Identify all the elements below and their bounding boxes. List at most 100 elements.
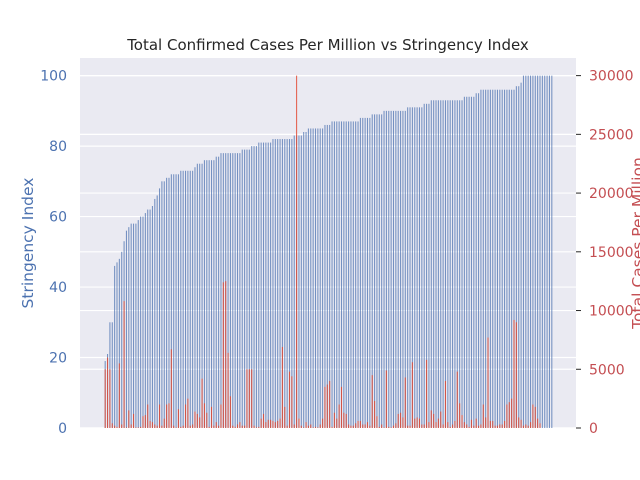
cases-bar-181 [532, 404, 534, 428]
cases-bar-112 [369, 425, 371, 428]
left-tick-label-1: 20 [49, 351, 67, 367]
left-tick-label-5: 100 [40, 69, 67, 85]
stringency-bar-186 [544, 75, 546, 428]
stringency-bars [104, 75, 553, 429]
cases-bar-48 [218, 425, 220, 428]
stringency-bar-174 [515, 86, 517, 428]
stringency-bar-116 [378, 114, 380, 428]
stringency-bar-40 [199, 163, 201, 428]
cases-bar-47 [215, 422, 217, 428]
stringency-bar-130 [411, 107, 413, 428]
cases-bar-97 [333, 412, 335, 428]
cases-bar-151 [461, 415, 463, 428]
stringency-bar-34 [184, 170, 187, 428]
cases-bar-65 [258, 426, 260, 428]
cases-bar-6 [118, 363, 120, 428]
cases-bar-182 [534, 406, 536, 428]
stringency-bar-74 [279, 139, 281, 429]
stringency-bar-90 [317, 128, 319, 428]
cases-bar-116 [378, 426, 380, 428]
stringency-bar-76 [284, 139, 286, 429]
stringency-bar-67 [262, 142, 265, 429]
stringency-bar-167 [499, 89, 501, 428]
stringency-bar-24 [161, 181, 163, 428]
stringency-bar-17 [144, 213, 146, 428]
stringency-bar-104 [350, 121, 352, 428]
cases-bar-93 [324, 386, 326, 428]
cases-bar-67 [262, 413, 265, 428]
stringency-bar-15 [140, 216, 142, 428]
stringency-bar-71 [272, 139, 274, 429]
cases-bar-80 [293, 424, 295, 428]
stringency-bar-142 [440, 100, 442, 429]
stringency-bar-155 [470, 96, 473, 428]
cases-bar-56 [236, 424, 239, 428]
stringency-bar-35 [187, 170, 189, 428]
cases-bar-149 [456, 371, 458, 428]
stringency-bar-171 [508, 89, 510, 428]
cases-bar-29 [173, 425, 175, 428]
stringency-bar-63 [253, 146, 255, 428]
cases-bar-132 [416, 417, 418, 428]
cases-bar-23 [159, 404, 161, 428]
cases-bar-20 [151, 422, 153, 428]
cases-bar-27 [168, 403, 170, 428]
stringency-bar-70 [270, 142, 272, 429]
cases-bar-168 [501, 424, 503, 428]
stringency-bar-126 [402, 110, 404, 428]
cases-bar-140 [435, 422, 437, 428]
cases-bar-109 [362, 424, 364, 428]
cases-bar-36 [189, 425, 191, 428]
cases-bar-45 [210, 406, 213, 428]
cases-bar-129 [409, 425, 411, 428]
stringency-bar-27 [168, 177, 170, 428]
stringency-bar-10 [128, 227, 130, 428]
cases-bar-32 [180, 426, 182, 428]
cases-bar-63 [253, 425, 255, 428]
stringency-bar-148 [454, 100, 456, 429]
stringency-bar-60 [246, 149, 248, 428]
stringency-bar-43 [206, 160, 208, 428]
cases-bar-49 [220, 404, 222, 428]
cases-bar-2 [109, 369, 111, 428]
cases-bar-126 [402, 417, 404, 428]
cases-bar-148 [454, 420, 456, 428]
cases-bar-134 [421, 424, 423, 428]
stringency-bar-165 [494, 89, 496, 428]
stringency-bar-160 [482, 89, 484, 428]
stringency-bar-182 [534, 75, 536, 428]
stringency-bar-83 [300, 135, 302, 428]
stringency-bar-18 [147, 209, 149, 428]
stringency-bar-29 [173, 174, 175, 428]
right-tick-label-4: 20000 [589, 186, 634, 202]
right-axis-ticks: 0 5000 10000 15000 20000 25000 30000 [576, 69, 634, 437]
left-tick-label-3: 60 [49, 210, 67, 226]
stringency-bar-163 [489, 89, 491, 428]
cases-bar-146 [449, 426, 451, 428]
cases-bar-158 [478, 425, 480, 428]
cases-bar-164 [492, 420, 494, 428]
stringency-bar-146 [449, 100, 451, 429]
stringency-bar-96 [331, 121, 333, 428]
cases-bar-142 [440, 411, 442, 428]
stringency-bar-123 [395, 110, 397, 428]
cases-bar-91 [319, 424, 321, 428]
stringency-bar-58 [241, 149, 243, 428]
stringency-bar-119 [385, 110, 387, 428]
stringency-bar-86 [307, 128, 309, 428]
cases-bar-128 [407, 425, 409, 428]
stringency-bar-173 [513, 89, 515, 428]
grid-lines [80, 75, 576, 429]
cases-bar-106 [355, 423, 357, 428]
cases-bar-43 [206, 412, 208, 428]
cases-bar-60 [246, 369, 248, 428]
cases-bar-133 [418, 418, 421, 428]
cases-bar-74 [279, 418, 281, 428]
stringency-bar-113 [371, 114, 373, 428]
cases-bar-24 [161, 425, 163, 428]
right-tick-label-5: 25000 [589, 127, 634, 143]
cases-bar-44 [208, 426, 210, 428]
cases-bar-51 [225, 281, 227, 428]
left-axis-label: Stringency Index [19, 178, 37, 309]
left-tick-label-0: 0 [58, 421, 67, 437]
